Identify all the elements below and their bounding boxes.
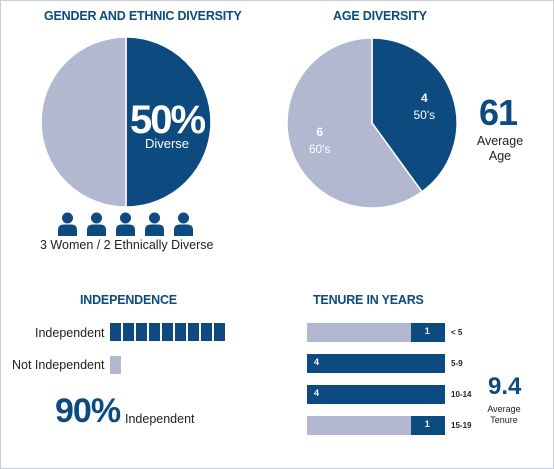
- tenure-bar-fill: [307, 385, 445, 404]
- independent-bar: [110, 323, 225, 341]
- tenure-title: TENURE IN YEARS: [313, 293, 424, 307]
- pie-slice-0: [371, 37, 458, 193]
- person-icon: [145, 212, 164, 236]
- not-independent-label: Not Independent: [12, 358, 105, 372]
- tenure-category-label: 15-19: [451, 421, 472, 430]
- independence-title: INDEPENDENCE: [80, 293, 177, 307]
- tenure-bar-value: 4: [314, 388, 320, 398]
- independent-segment: [162, 323, 173, 341]
- person-icon: [58, 212, 77, 236]
- age-title: AGE DIVERSITY: [333, 9, 427, 23]
- tenure-average-value: 9.4: [488, 373, 522, 400]
- independent-segment: [149, 323, 160, 341]
- person-icon: [87, 212, 106, 236]
- age-slice-value-0: 4: [421, 91, 428, 105]
- age-average-label: Average Age: [476, 134, 524, 163]
- independent-segment: [188, 323, 199, 341]
- person-icon: [174, 212, 193, 236]
- gender-caption: 3 Women / 2 Ethnically Diverse: [40, 238, 214, 252]
- pie-slice-1: [40, 36, 127, 208]
- age-average-value: 61: [479, 92, 518, 133]
- pie-slice-0: [125, 36, 212, 208]
- independent-segment: [110, 323, 121, 341]
- tenure-row: 4: [307, 385, 445, 404]
- independent-segment: [214, 323, 225, 341]
- gender-pie: [40, 36, 212, 208]
- not-independent-segment: [110, 356, 121, 374]
- age-slice-label-1: 60's: [309, 142, 331, 156]
- gender-big-value: 50%: [129, 98, 206, 142]
- tenure-row: 1: [307, 323, 445, 342]
- age-slice-label-0: 50's: [413, 108, 435, 122]
- gender-title: GENDER AND ETHNIC DIVERSITY: [44, 9, 242, 23]
- independence-big-value: 90%: [55, 392, 121, 430]
- independent-segment: [175, 323, 186, 341]
- tenure-bar-value: 1: [424, 419, 430, 429]
- tenure-category-label: 5-9: [451, 359, 463, 368]
- independent-segment: [136, 323, 147, 341]
- tenure-category-label: < 5: [451, 328, 463, 337]
- independent-segment: [123, 323, 134, 341]
- age-pie: 4 50's 6 60's: [286, 37, 458, 209]
- tenure-bar-fill: [410, 416, 445, 435]
- independent-segment: [201, 323, 212, 341]
- tenure-average-label: Average Tenure: [487, 404, 521, 425]
- gender-big-caption: Diverse: [144, 136, 190, 151]
- age-slice-value-1: 6: [316, 125, 323, 139]
- tenure-bar-value: 1: [424, 326, 430, 336]
- independent-label: Independent: [35, 326, 105, 340]
- tenure-row: 1: [307, 416, 445, 435]
- people-icons: [58, 212, 193, 236]
- independence-big-caption: Independent: [125, 412, 195, 426]
- tenure-bar-value: 4: [314, 357, 320, 367]
- person-icon: [116, 212, 135, 236]
- tenure-bar-fill: [410, 323, 445, 342]
- not-independent-bar: [110, 356, 121, 374]
- tenure-category-label: 10-14: [451, 390, 472, 399]
- tenure-row: 4: [307, 354, 445, 373]
- tenure-bar-fill: [307, 354, 445, 373]
- pie-slice-1: [286, 37, 424, 209]
